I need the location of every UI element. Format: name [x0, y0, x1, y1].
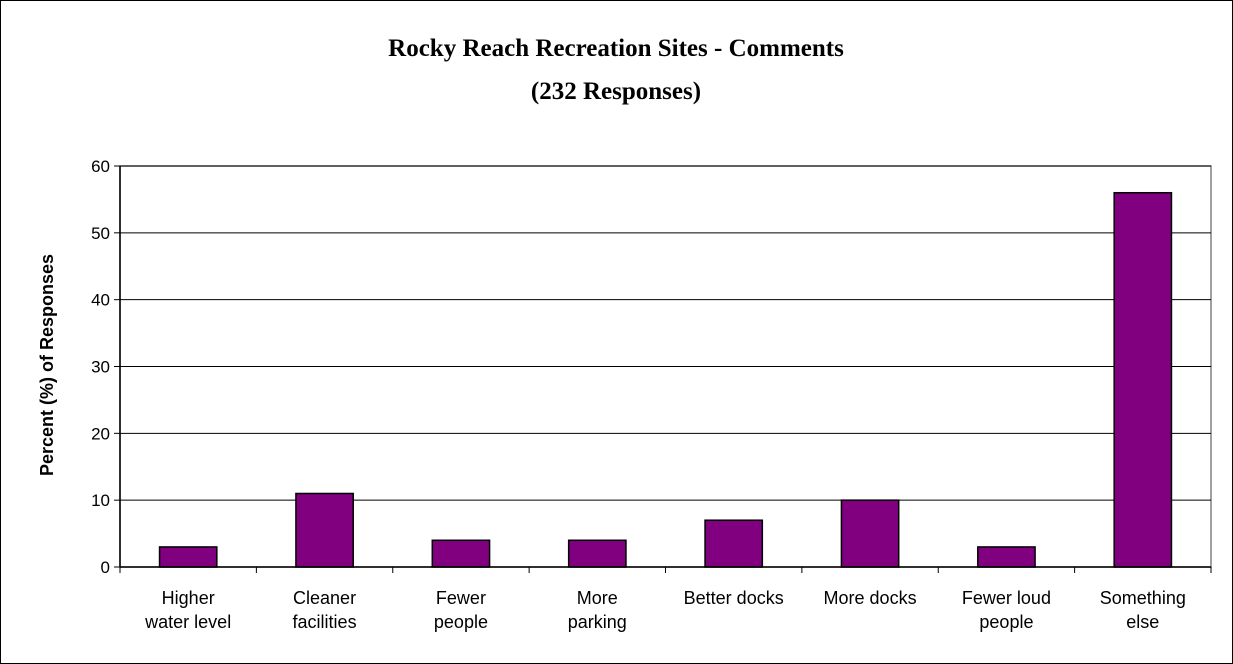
bar	[704, 519, 764, 568]
x-category-label-line: Higher	[162, 588, 215, 608]
x-category-label-line: water level	[144, 612, 231, 632]
x-category-label-line: Fewer	[436, 588, 486, 608]
gridlines	[119, 165, 1212, 568]
y-tick-label: 0	[101, 558, 110, 577]
labels: 0 10 20 30 40 50 60 Higher water level Cleaner fac…	[91, 157, 1186, 632]
y-tick-label: 20	[91, 424, 110, 443]
x-category-label: More parking	[568, 588, 627, 632]
x-category-label: Fewer people	[434, 588, 488, 632]
y-tick-label: 40	[91, 291, 110, 310]
x-category-label: Fewer loud people	[962, 588, 1051, 632]
x-category-label-line: people	[434, 612, 488, 632]
y-axis-title: Percent (%) of Responses	[37, 254, 57, 476]
bar	[567, 539, 627, 568]
x-category-label: Cleaner facilities	[293, 588, 357, 632]
x-category-label: Something else	[1100, 588, 1186, 632]
chart-title: Rocky Reach Recreation Sites - Comments	[388, 35, 844, 62]
y-tick-label: 30	[91, 358, 110, 377]
chart-subtitle: (232 Responses)	[531, 78, 701, 105]
bar	[840, 499, 900, 568]
x-category-label-line: facilities	[293, 612, 357, 632]
bar	[431, 539, 491, 568]
x-category-label-line: parking	[568, 612, 627, 632]
x-category-label-line: Something	[1100, 588, 1186, 608]
bar	[158, 546, 218, 568]
bar	[295, 492, 354, 568]
axes	[114, 165, 1212, 573]
x-category-label: Higher water level	[144, 588, 231, 632]
x-category-label-line: Better docks	[684, 588, 784, 608]
x-category-label-line: Cleaner	[293, 588, 356, 608]
y-tick-label: 50	[91, 224, 110, 243]
x-category-label-line: people	[979, 612, 1033, 632]
bar	[977, 546, 1036, 568]
x-category-label-line: More docks	[824, 588, 917, 608]
bars	[158, 191, 1173, 568]
x-category-label: More docks	[824, 588, 917, 608]
y-tick-label: 10	[91, 491, 110, 510]
x-category-label-line: More	[577, 588, 618, 608]
x-category-label: Better docks	[684, 588, 784, 608]
x-category-label-line: else	[1126, 612, 1159, 632]
bar	[1113, 191, 1173, 568]
x-category-label-line: Fewer loud	[962, 588, 1051, 608]
y-tick-label: 60	[91, 157, 110, 176]
